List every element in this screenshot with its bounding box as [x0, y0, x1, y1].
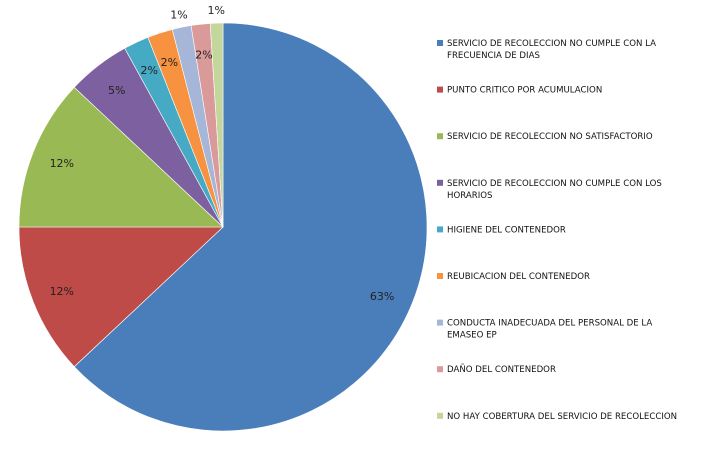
data-label: 1% — [207, 4, 224, 17]
legend-label: NO HAY COBERTURA DEL SERVICIO DE RECOLEC… — [447, 412, 677, 422]
pie-slice — [73, 22, 428, 432]
legend-label: SERVICIO DE RECOLECCION NO SATISFACTORIO — [447, 132, 653, 142]
data-label: 5% — [108, 84, 125, 97]
legend-label: DAÑO DEL CONTENEDOR — [447, 364, 556, 375]
legend-swatch — [437, 86, 443, 93]
pie-slice — [209, 22, 224, 228]
legend-item: REUBICACION DEL CONTENEDOR — [437, 272, 590, 282]
pie-slices — [18, 22, 428, 432]
legend-label: HIGIENE DEL CONTENEDOR — [447, 225, 566, 235]
legend-swatch — [437, 319, 443, 326]
legend-swatch — [437, 366, 443, 373]
legend-swatch — [437, 412, 443, 419]
data-label: 2% — [161, 56, 178, 69]
legend-swatch — [437, 133, 443, 140]
legend-item: CONDUCTA INADECUADA DEL PERSONAL DE LA EM… — [437, 319, 652, 341]
pie-slice — [18, 86, 224, 228]
legend-label: CONDUCTA INADECUADA DEL PERSONAL DE LA EM… — [447, 319, 652, 341]
legend-label: SERVICIO DE RECOLECCION NO CUMPLE CON LA… — [447, 39, 656, 61]
legend-label: PUNTO CRITICO POR ACUMULACION — [447, 86, 602, 96]
legend-item: SERVICIO DE RECOLECCION NO CUMPLE CON LA… — [437, 39, 656, 61]
legend-swatch — [437, 273, 443, 279]
legend-item: DAÑO DEL CONTENEDOR — [437, 364, 556, 375]
data-label: 63% — [370, 290, 394, 303]
pie-slice — [18, 226, 224, 368]
legend-item: HIGIENE DEL CONTENEDOR — [437, 225, 566, 235]
data-label: 12% — [50, 285, 74, 298]
legend-label: SERVICIO DE RECOLECCION NO CUMPLE CON LO… — [447, 179, 662, 201]
legend-item: PUNTO CRITICO POR ACUMULACION — [437, 86, 602, 96]
data-label: 2% — [140, 64, 157, 77]
legend-item: NO HAY COBERTURA DEL SERVICIO DE RECOLEC… — [437, 412, 677, 422]
data-label: 12% — [50, 157, 74, 170]
data-label: 1% — [170, 9, 187, 22]
legend-swatch — [437, 179, 443, 186]
legend-swatch — [437, 226, 443, 233]
legend-item: SERVICIO DE RECOLECCION NO CUMPLE CON LO… — [437, 179, 662, 201]
legend-item: SERVICIO DE RECOLECCION NO SATISFACTORIO — [437, 132, 653, 142]
legend: SERVICIO DE RECOLECCION NO CUMPLE CON LA… — [437, 39, 677, 422]
legend-label: REUBICACION DEL CONTENEDOR — [447, 272, 590, 282]
legend-swatch — [437, 40, 443, 46]
data-labels: 63% 12% 12% 5% 2% 2% 1% 2% 1% — [50, 4, 395, 303]
data-label: 2% — [195, 49, 212, 62]
